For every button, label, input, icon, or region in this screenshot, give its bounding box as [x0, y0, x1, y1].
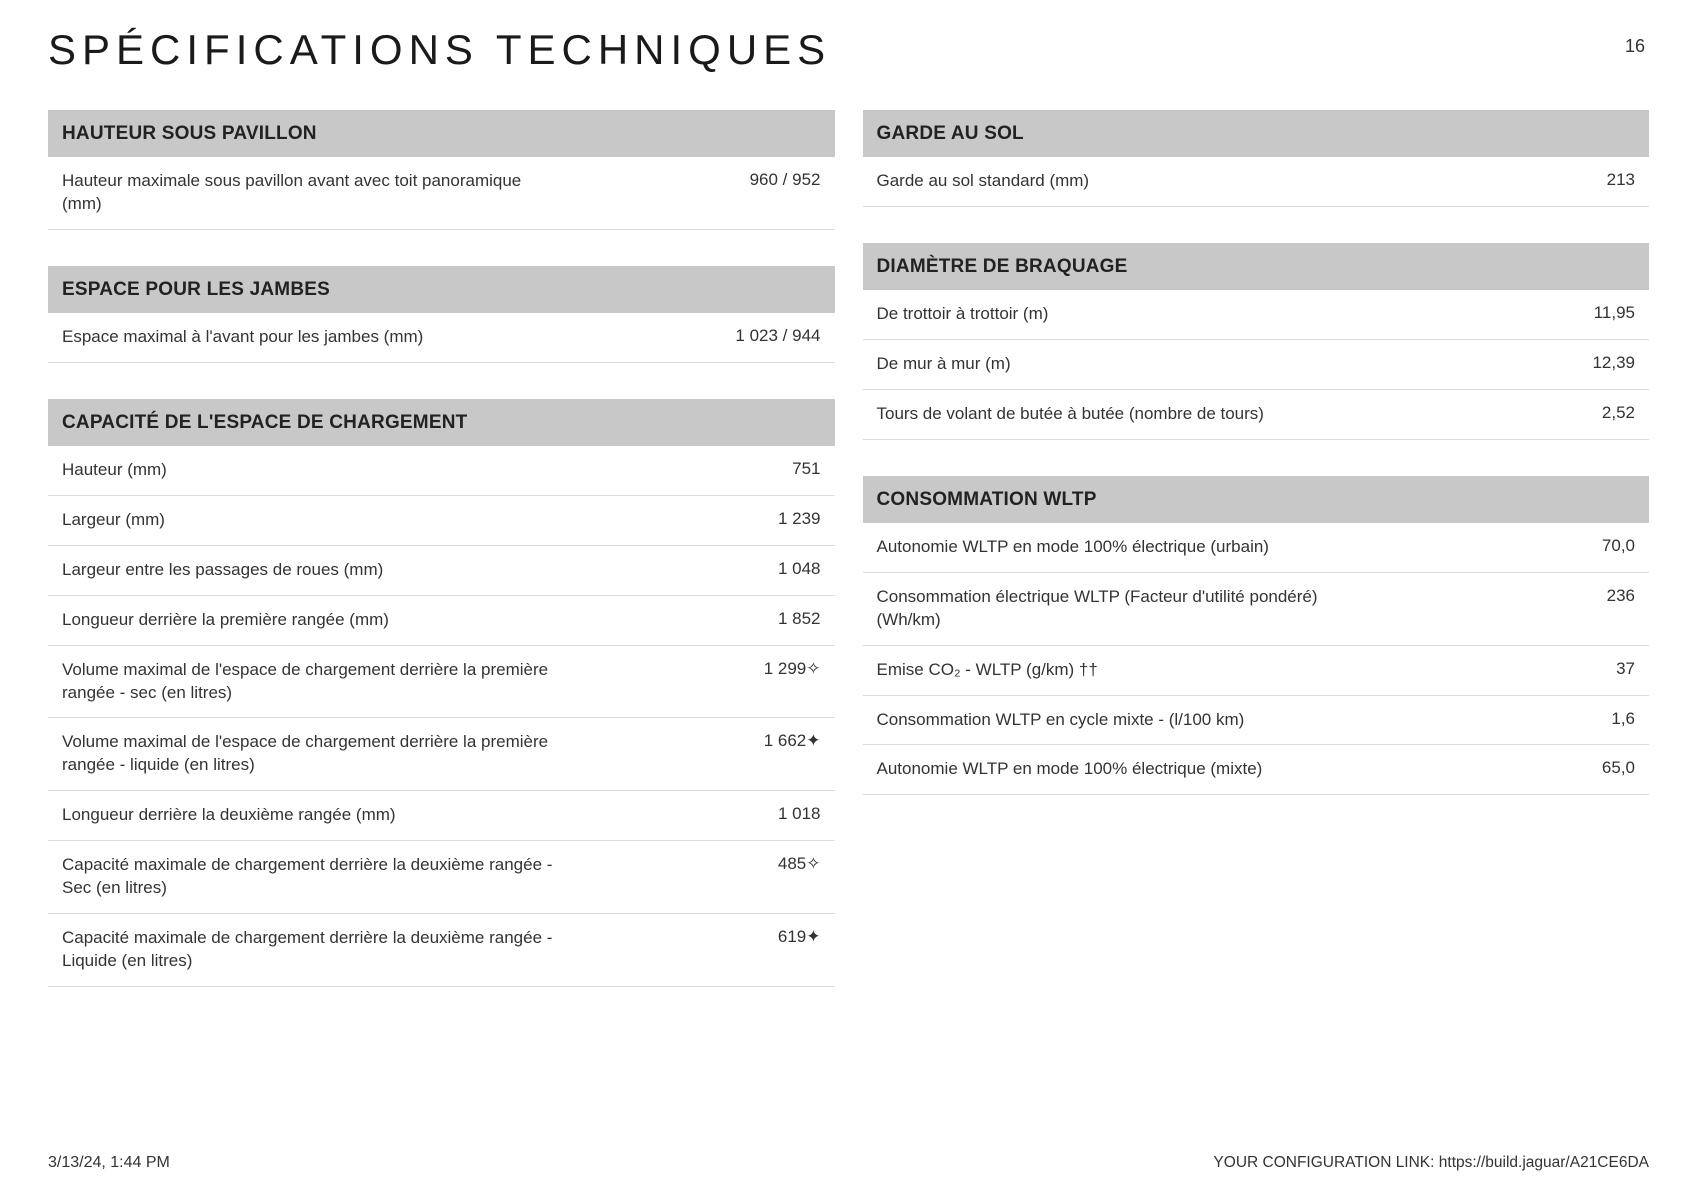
spec-value: 1 239 — [758, 509, 821, 529]
spec-value: 213 — [1587, 170, 1635, 190]
spec-label: Hauteur (mm) — [62, 459, 167, 482]
spec-label: Capacité maximale de chargement derrière… — [62, 854, 563, 900]
spec-value: 11,95 — [1574, 303, 1635, 323]
spec-label: Volume maximal de l'espace de chargement… — [62, 731, 563, 777]
spec-label: Autonomie WLTP en mode 100% électrique (… — [877, 758, 1263, 781]
spec-value: 1 299✧ — [744, 659, 821, 679]
spec-label: Tours de volant de butée à butée (nombre… — [877, 403, 1264, 426]
spec-page: SPÉCIFICATIONS TECHNIQUES 16 HAUTEUR SOU… — [0, 0, 1697, 1200]
spec-value: 2,52 — [1582, 403, 1635, 423]
page-title: SPÉCIFICATIONS TECHNIQUES — [48, 26, 831, 74]
spec-row: Hauteur maximale sous pavillon avant ave… — [48, 157, 835, 230]
section-title: DIAMÈTRE DE BRAQUAGE — [863, 243, 1650, 290]
spec-value: 236 — [1587, 586, 1635, 606]
spec-label: Capacité maximale de chargement derrière… — [62, 927, 563, 973]
section-title: CAPACITÉ DE L'ESPACE DE CHARGEMENT — [48, 399, 835, 446]
spec-label: Longueur derrière la première rangée (mm… — [62, 609, 389, 632]
section-title: GARDE AU SOL — [863, 110, 1650, 157]
spec-row: Consommation WLTP en cycle mixte - (l/10… — [863, 696, 1650, 746]
spec-row: Hauteur (mm) 751 — [48, 446, 835, 496]
spec-value: 12,39 — [1572, 353, 1635, 373]
spec-label: Hauteur maximale sous pavillon avant ave… — [62, 170, 563, 216]
spec-label: De trottoir à trottoir (m) — [877, 303, 1049, 326]
spec-row: Largeur (mm) 1 239 — [48, 496, 835, 546]
spec-label: De mur à mur (m) — [877, 353, 1011, 376]
spec-label: Consommation électrique WLTP (Facteur d'… — [877, 586, 1378, 632]
spec-label: Espace maximal à l'avant pour les jambes… — [62, 326, 423, 349]
section-title: ESPACE POUR LES JAMBES — [48, 266, 835, 313]
spec-value: 70,0 — [1582, 536, 1635, 556]
spec-row: De trottoir à trottoir (m) 11,95 — [863, 290, 1650, 340]
content-columns: HAUTEUR SOUS PAVILLON Hauteur maximale so… — [48, 110, 1649, 1023]
spec-label: Largeur (mm) — [62, 509, 165, 532]
spec-label: Volume maximal de l'espace de chargement… — [62, 659, 563, 705]
spec-label: Autonomie WLTP en mode 100% électrique (… — [877, 536, 1269, 559]
spec-row: Espace maximal à l'avant pour les jambes… — [48, 313, 835, 363]
spec-value: 960 / 952 — [730, 170, 821, 190]
section-title: CONSOMMATION WLTP — [863, 476, 1650, 523]
spec-row: Capacité maximale de chargement derrière… — [48, 914, 835, 987]
spec-section: GARDE AU SOL Garde au sol standard (mm) 21… — [863, 110, 1650, 207]
spec-row: Longueur derrière la première rangée (mm… — [48, 596, 835, 646]
page-header: SPÉCIFICATIONS TECHNIQUES 16 — [48, 26, 1649, 74]
spec-value: 65,0 — [1582, 758, 1635, 778]
spec-row: Tours de volant de butée à butée (nombre… — [863, 390, 1650, 440]
spec-label: Largeur entre les passages de roues (mm) — [62, 559, 383, 582]
spec-row: De mur à mur (m) 12,39 — [863, 340, 1650, 390]
page-footer: 3/13/24, 1:44 PM YOUR CONFIGURATION LINK… — [48, 1154, 1649, 1172]
page-number: 16 — [1625, 26, 1649, 57]
spec-row: Largeur entre les passages de roues (mm)… — [48, 546, 835, 596]
spec-section: CAPACITÉ DE L'ESPACE DE CHARGEMENTHauteu… — [48, 399, 835, 987]
spec-value: 1 023 / 944 — [715, 326, 820, 346]
spec-row: Garde au sol standard (mm) 213 — [863, 157, 1650, 207]
footer-config-link: YOUR CONFIGURATION LINK: https://build.j… — [1213, 1154, 1649, 1172]
spec-value: 1 662✦ — [744, 731, 821, 751]
spec-value: 1,6 — [1591, 709, 1635, 729]
spec-value: 1 048 — [758, 559, 821, 579]
spec-row: Longueur derrière la deuxième rangée (mm… — [48, 791, 835, 841]
spec-label: Longueur derrière la deuxième rangée (mm… — [62, 804, 396, 827]
spec-value: 619✦ — [758, 927, 821, 947]
spec-row: Autonomie WLTP en mode 100% électrique (… — [863, 745, 1650, 795]
spec-label: Emise CO₂ - WLTP (g/km) †† — [877, 659, 1098, 682]
spec-row: Emise CO₂ - WLTP (g/km) †† 37 — [863, 646, 1650, 696]
right-column: GARDE AU SOL Garde au sol standard (mm) 21… — [863, 110, 1650, 1023]
spec-row: Volume maximal de l'espace de chargement… — [48, 718, 835, 791]
spec-value: 751 — [772, 459, 820, 479]
spec-value: 1 018 — [758, 804, 821, 824]
spec-row: Consommation électrique WLTP (Facteur d'… — [863, 573, 1650, 646]
spec-value: 37 — [1596, 659, 1635, 679]
footer-timestamp: 3/13/24, 1:44 PM — [48, 1154, 170, 1172]
spec-section: HAUTEUR SOUS PAVILLON Hauteur maximale so… — [48, 110, 835, 230]
spec-section: DIAMÈTRE DE BRAQUAGEDe trottoir à trotto… — [863, 243, 1650, 440]
spec-value: 485✧ — [758, 854, 821, 874]
spec-value: 1 852 — [758, 609, 821, 629]
spec-label: Consommation WLTP en cycle mixte - (l/10… — [877, 709, 1245, 732]
spec-row: Autonomie WLTP en mode 100% électrique (… — [863, 523, 1650, 573]
left-column: HAUTEUR SOUS PAVILLON Hauteur maximale so… — [48, 110, 835, 1023]
spec-row: Capacité maximale de chargement derrière… — [48, 841, 835, 914]
spec-row: Volume maximal de l'espace de chargement… — [48, 646, 835, 719]
spec-section: ESPACE POUR LES JAMBES Espace maximal à l… — [48, 266, 835, 363]
spec-section: CONSOMMATION WLTP Autonomie WLTP en mode … — [863, 476, 1650, 796]
section-title: HAUTEUR SOUS PAVILLON — [48, 110, 835, 157]
spec-label: Garde au sol standard (mm) — [877, 170, 1090, 193]
